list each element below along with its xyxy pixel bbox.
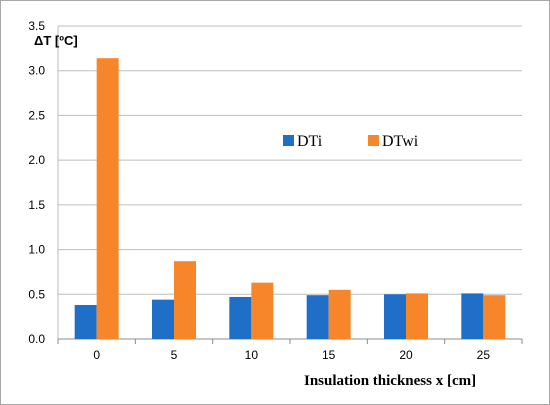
bars — [74, 58, 506, 340]
y-axis-label: ΔT [ºC] — [34, 33, 78, 48]
legend: DTi DTwi — [283, 133, 419, 150]
x-tick-label: 5 — [171, 348, 178, 362]
bar-dti-20 — [384, 294, 406, 339]
bar-dti-10 — [229, 296, 252, 339]
y-tick-label: 3.0 — [28, 64, 45, 78]
x-tick-label: 20 — [399, 348, 413, 362]
legend-swatch-dtwi — [368, 135, 379, 146]
y-tick-label: 0.5 — [28, 287, 45, 301]
bar-dtwi-25 — [483, 295, 506, 339]
bar-dti-25 — [461, 293, 484, 339]
x-tick-label: 25 — [477, 348, 491, 362]
x-tick-label: 0 — [93, 348, 100, 362]
bar-dtwi-0 — [96, 58, 119, 340]
bar-dti-5 — [152, 299, 174, 339]
x-tick-labels: 0 5 10 15 20 25 — [93, 348, 490, 362]
x-tick-label: 10 — [245, 348, 259, 362]
y-tick-label: 1.5 — [28, 198, 45, 212]
x-tick-label: 15 — [322, 348, 336, 362]
bar-dtwi-5 — [174, 261, 196, 339]
bar-dti-0 — [74, 305, 97, 339]
legend-label-dti: DTi — [297, 133, 323, 150]
y-tick-labels: 0.0 0.5 1.0 1.5 2.0 2.5 3.0 3.5 — [28, 19, 45, 346]
y-tick-label: 2.5 — [28, 108, 45, 122]
bar-dti-15 — [306, 295, 329, 339]
legend-label-dtwi: DTwi — [382, 133, 419, 150]
y-tick-label: 3.5 — [28, 19, 45, 33]
bar-dtwi-10 — [251, 282, 274, 339]
bar-dtwi-15 — [328, 289, 351, 339]
gridlines — [57, 25, 523, 344]
y-tick-label: 2.0 — [28, 153, 45, 167]
y-tick-label: 1.0 — [28, 243, 45, 257]
y-tick-label: 0.0 — [28, 332, 45, 346]
bar-dtwi-20 — [406, 293, 428, 339]
legend-swatch-dti — [283, 135, 294, 146]
x-axis-label: Insulation thickness x [cm] — [304, 373, 476, 389]
